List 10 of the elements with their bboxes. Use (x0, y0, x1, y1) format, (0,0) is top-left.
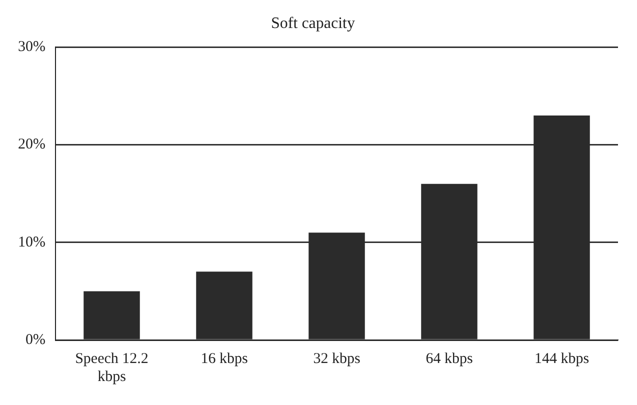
x-tick-label: 64 kbps (426, 350, 473, 367)
y-tick-label: 20% (18, 136, 46, 153)
chart-title: Soft capacity (271, 14, 355, 32)
y-tick-label: 30% (18, 39, 46, 56)
x-tick-label: 16 kbps (200, 350, 248, 367)
y-tick-label: 0% (25, 332, 46, 348)
x-tick-label: 32 kbps (313, 350, 360, 367)
x-tick-label: 144 kbps (534, 350, 590, 367)
x-tick-label: Speech 12.2 kbps (75, 350, 148, 385)
y-tick-label: 10% (18, 234, 46, 250)
